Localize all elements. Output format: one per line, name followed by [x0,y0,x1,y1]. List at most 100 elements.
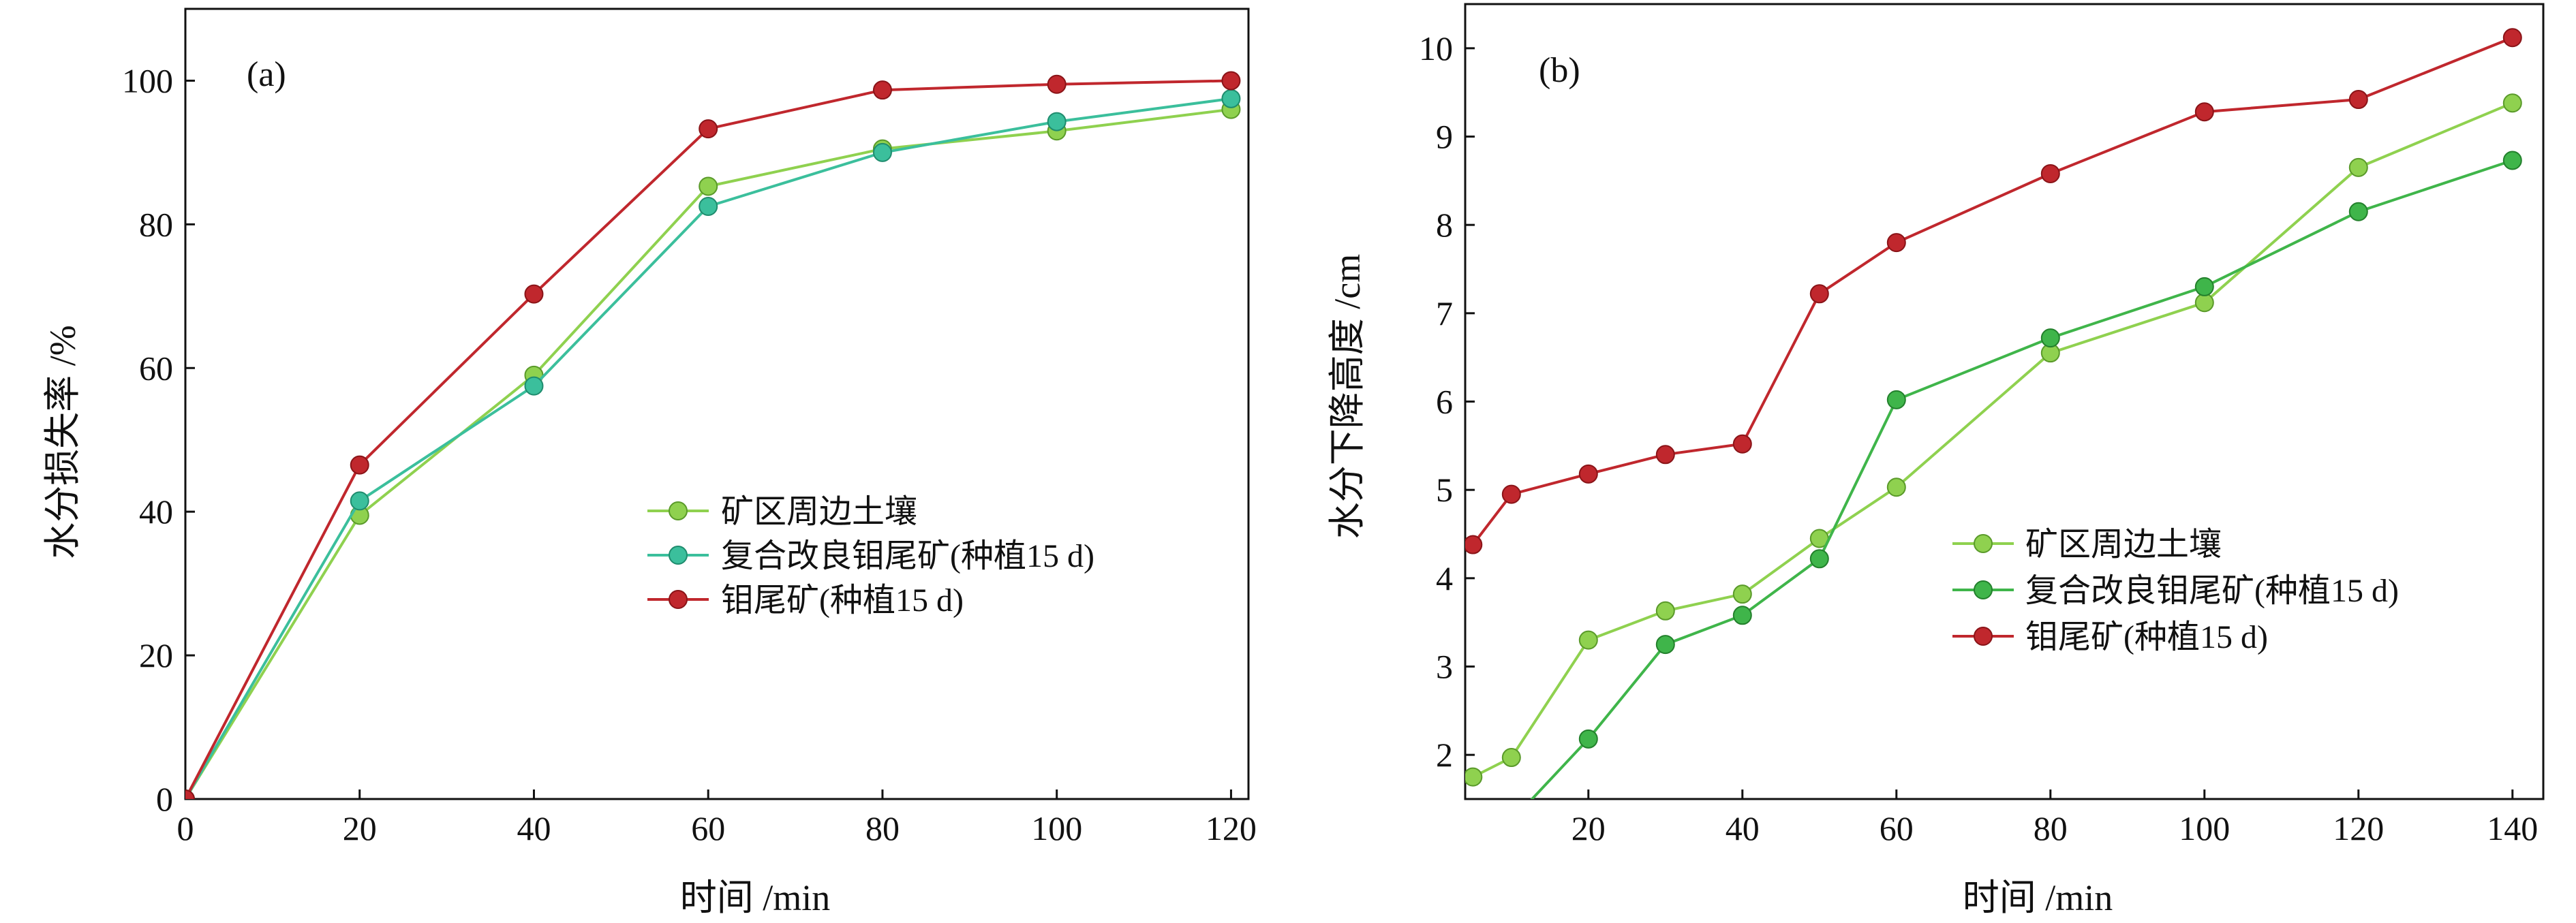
panel-b-axis-group: 20 40 60 80 100 120 140 2 3 4 5 6 7 8 9 10 [1419,3,2545,847]
panel-b-series-1 [1465,93,2522,787]
panel-b-legend-marker-3 [1974,627,1993,646]
panel-b-legend-label-1: 矿区周边土壤 [2025,527,2222,563]
panel-b-y-tick-label: 4 [1436,559,1453,597]
panel-a-data-point [872,80,892,100]
panel-b-data-point [1655,601,1675,621]
panel-b-y-tick-label: 6 [1436,383,1453,421]
panel-a-legend-label-1: 矿区周边土壤 [721,494,917,530]
panel-a-y-tick-label: 60 [139,349,173,387]
panel-a-series-2 [185,89,1241,799]
panel-b-legend-entry-1: 矿区周边土壤 [1952,527,2222,563]
panel-b-data-point [1501,484,1521,504]
panel-b-data-point [1578,464,1598,484]
panel-b-data-point [1886,233,1906,253]
panel-b-legend-marker-1 [1974,534,1993,553]
panel-b-data-point [1503,812,1520,830]
panel-a-legend-label-3: 钼尾矿(种植15 d) [721,582,964,619]
panel-b-data-point [1655,445,1675,465]
panel-a-x-tick-label: 0 [177,809,194,847]
panel-b-data-point [1732,434,1752,454]
panel-a-legend-label-2: 复合改良钼尾矿(种植15 d) [721,538,1094,574]
panel-b-legend-entry-2: 复合改良钼尾矿(种植15 d) [1952,573,2399,609]
panel-b-x-tick-label: 20 [1571,809,1606,847]
panel-b-data-point [1464,843,1482,861]
panel-a-axis-group: 0 20 40 60 80 100 120 0 20 40 60 80 100 [122,7,1257,847]
panel-a-y-tick-label: 100 [122,61,173,99]
panel-a-series-group [185,71,1241,799]
panel-b-y-tick-label: 7 [1436,294,1453,332]
panel-b-y-tick-label: 9 [1436,118,1453,156]
panel-a-data-point [185,789,195,799]
panel-b-series-group [1464,28,2522,861]
panel-a-x-tick-label: 20 [343,809,377,847]
panel-a-legend-entry-3: 钼尾矿(种植15 d) [647,582,964,619]
panel-a-data-point [872,142,892,162]
panel-b-x-tick-label: 100 [2179,809,2230,847]
panel-b-data-point [2348,157,2368,177]
panel-b-series-2 [1464,151,2522,861]
panel-a-plot-frame [184,7,1250,800]
panel-b-y-tick-label: 3 [1436,648,1453,686]
panel-b-x-tick-label: 80 [2034,809,2068,847]
panel-a-x-tick-label: 40 [517,809,551,847]
panel-b-data-point [2194,277,2214,296]
panel-a-legend-marker-1 [669,501,688,520]
panel-a-data-point [1221,71,1241,91]
panel-a-legend-entry-1: 矿区周边土壤 [647,494,917,530]
panel-a-series-3 [185,71,1241,799]
panel-a-x-tick-label: 80 [865,809,900,847]
panel-b-data-point [2502,28,2522,48]
panel-b-y-tick-label: 5 [1436,471,1453,509]
panel-a-data-point [1047,74,1067,94]
panel-a-data-point [524,376,544,396]
panel-b-data-point [2040,328,2060,348]
panel-a-data-point [350,491,369,511]
panel-a-data-point [699,119,718,139]
panel-a-y-tick-label: 20 [139,636,173,674]
panel-b-legend-label-3: 钼尾矿(种植15 d) [2025,619,2268,655]
panel-b-plot-frame [1464,3,2545,800]
panel-b-series-line [1530,159,2513,799]
panel-b-data-point [2348,202,2368,221]
panel-a-y-tick-label: 80 [139,205,173,243]
panel-a-y-axis-title: 水分损失率 /% [42,325,83,559]
panel-a-data-point [524,284,544,304]
panel-a-data-point [1221,89,1241,108]
panel-b-x-tick-label: 40 [1726,809,1760,847]
panel-b-data-point [1809,549,1829,569]
panel-b-data-point [1655,635,1675,655]
panel-a-data-point [350,455,369,475]
panel-b-x-tick-label: 60 [1880,809,1914,847]
panel-b-legend-marker-2 [1974,580,1993,599]
panel-b-data-point [1886,478,1906,497]
panel-b-data-point [1578,729,1598,749]
panel-b-data-point [2502,151,2522,170]
panel-a-legend-marker-2 [669,546,688,565]
panel-b-data-point [1501,748,1521,768]
panel-b-data-point [1732,606,1752,625]
panel-b-data-point [2348,90,2368,110]
panel-b-x-axis-title: 时间 /min [1963,877,2113,918]
panel-a-label: (a) [247,55,286,94]
panel-b-data-point [1578,630,1598,650]
panel-b-data-point [1809,284,1829,304]
panel-a-data-point [699,197,718,216]
panel-a-x-tick-label: 100 [1031,809,1082,847]
panel-b-y-axis-title: 水分下降高度 /cm [1327,254,1368,539]
panel-b-legend-label-2: 复合改良钼尾矿(种植15 d) [2025,573,2399,609]
panel-a-y-tick-label: 0 [156,780,173,818]
panel-a-y-tick-label: 40 [139,492,173,531]
panel-b-label: (b) [1539,51,1580,90]
panel-b-data-point [1465,535,1483,554]
panel-a-data-point [699,176,718,196]
panel-b-series-line [1471,36,2513,546]
panel-b-data-point [1886,390,1906,409]
panel-b-legend: 矿区周边土壤 复合改良钼尾矿(种植15 d) 钼尾矿(种植15 d) [1952,527,2399,655]
panel-b-data-point [1732,584,1752,604]
panel-b-legend-entry-3: 钼尾矿(种植15 d) [1952,619,2268,655]
panel-b-data-point [2194,102,2214,122]
panel-a-x-tick-label: 60 [691,809,725,847]
panel-b-data-point [1465,767,1483,787]
